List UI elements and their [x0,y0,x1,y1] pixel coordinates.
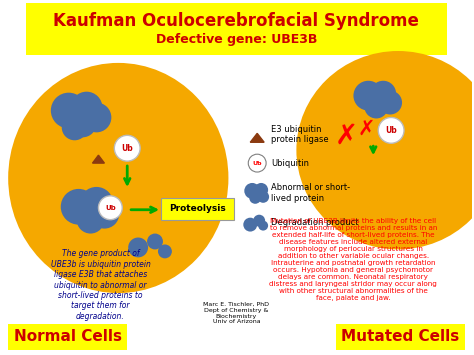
Text: Degradation product: Degradation product [271,218,359,227]
Text: ✗: ✗ [357,118,375,138]
FancyBboxPatch shape [336,324,465,350]
Text: Proteolysis: Proteolysis [169,204,226,213]
FancyBboxPatch shape [161,198,234,220]
Circle shape [254,183,268,197]
Circle shape [62,115,88,140]
Circle shape [82,103,111,132]
Text: Ub: Ub [121,144,133,153]
Circle shape [257,191,269,203]
Circle shape [244,183,260,199]
Circle shape [69,110,97,137]
Circle shape [378,118,404,143]
Circle shape [248,154,266,172]
Circle shape [354,81,383,110]
Circle shape [90,199,119,229]
Circle shape [128,237,148,257]
Circle shape [77,206,104,234]
Text: ✗: ✗ [335,121,358,149]
Text: Kaufman Oculocerebrofacial Syndrome: Kaufman Oculocerebrofacial Syndrome [54,12,419,30]
Text: Ub: Ub [385,126,397,135]
Text: Normal Cells: Normal Cells [14,329,122,344]
Circle shape [61,189,97,225]
Text: Ub: Ub [105,205,116,211]
Polygon shape [250,133,264,142]
Circle shape [147,234,163,250]
Ellipse shape [296,51,474,250]
Circle shape [378,91,402,115]
Circle shape [158,245,172,258]
Circle shape [243,218,257,231]
Text: Abnormal or short-
lived protein: Abnormal or short- lived protein [271,183,350,203]
Text: The gene product of
UBE3b is ubiquitin protein
ligase E3B that attaches
ubiquiti: The gene product of UBE3b is ubiquitin p… [51,250,150,321]
Polygon shape [92,155,104,163]
Circle shape [99,196,122,220]
FancyBboxPatch shape [26,4,447,55]
Circle shape [370,81,396,106]
Circle shape [249,192,261,204]
Text: Ub: Ub [253,160,262,166]
Circle shape [71,92,102,124]
Text: Marc E. Tischler, PhD
Dept of Chemistry &
Biochemistry
Univ of Arizona: Marc E. Tischler, PhD Dept of Chemistry … [203,302,269,324]
Circle shape [80,187,113,221]
Text: Mutation of UBE3B limits the ability of the cell
to remove abnormal proteins and: Mutation of UBE3B limits the ability of … [270,218,438,301]
Circle shape [365,95,388,119]
Circle shape [51,93,87,129]
Text: Mutated Cells: Mutated Cells [341,329,459,344]
Text: Defective gene: UBE3B: Defective gene: UBE3B [155,33,317,45]
Circle shape [114,135,140,161]
FancyBboxPatch shape [8,324,127,350]
Circle shape [258,221,268,231]
Text: E3 ubiquitin
protein ligase: E3 ubiquitin protein ligase [271,125,328,144]
Circle shape [253,215,265,226]
Ellipse shape [8,63,228,293]
Text: Ubiquitin: Ubiquitin [271,159,309,168]
